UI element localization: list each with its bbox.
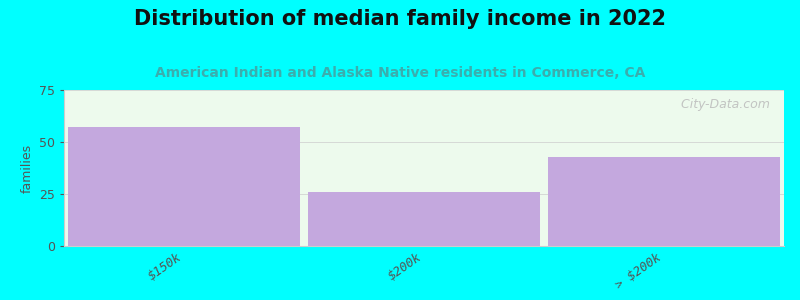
Y-axis label: families: families — [21, 143, 34, 193]
Text: Distribution of median family income in 2022: Distribution of median family income in … — [134, 9, 666, 29]
Bar — [67, 128, 301, 246]
Text: City-Data.com: City-Data.com — [673, 98, 770, 111]
Bar — [547, 157, 781, 246]
Bar — [308, 192, 541, 246]
Text: American Indian and Alaska Native residents in Commerce, CA: American Indian and Alaska Native reside… — [155, 66, 645, 80]
